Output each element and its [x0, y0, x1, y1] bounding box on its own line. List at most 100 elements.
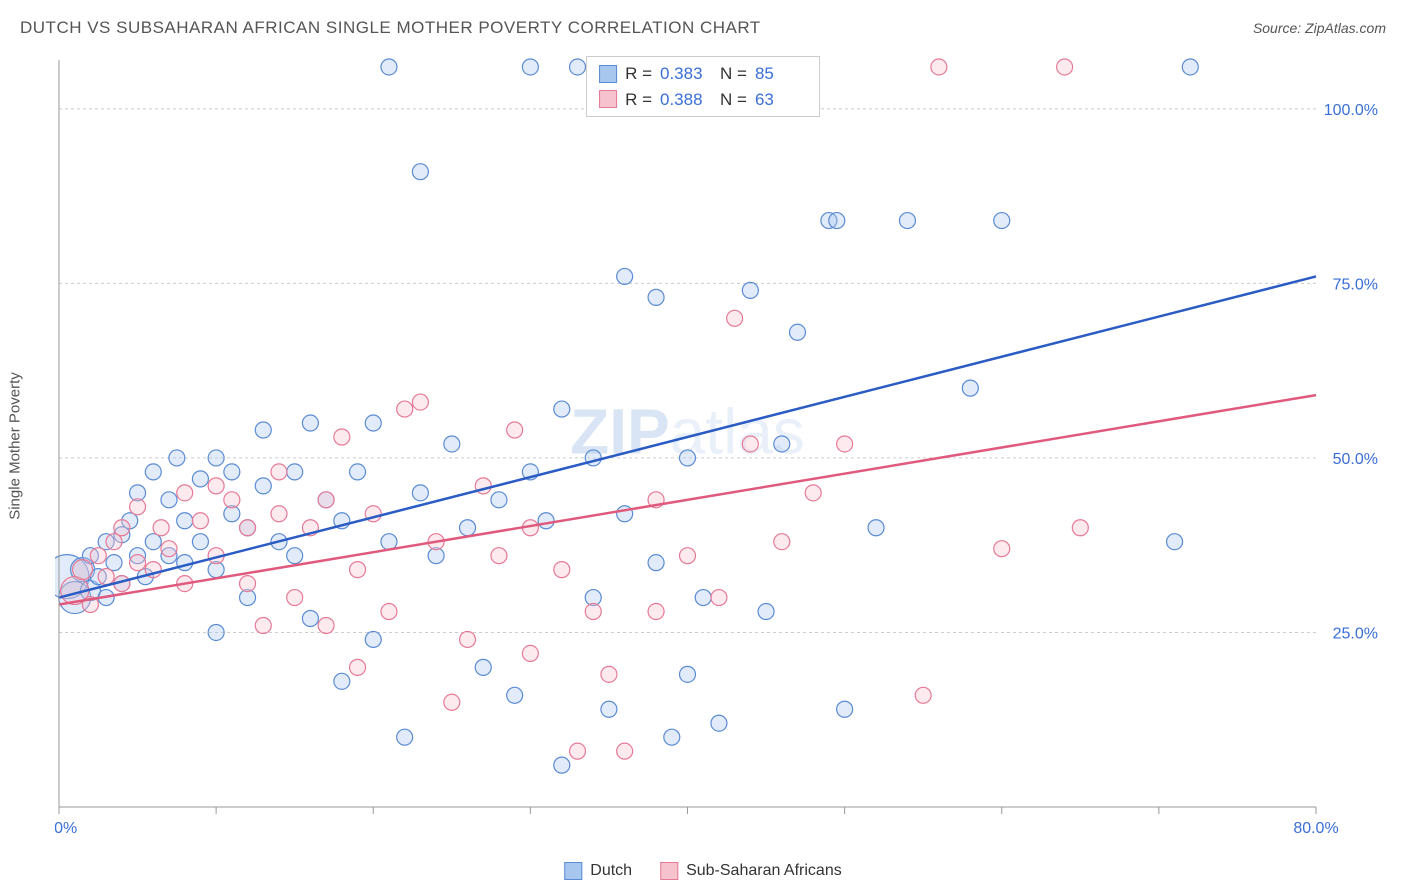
data-point — [350, 562, 366, 578]
data-point — [381, 59, 397, 75]
data-point — [507, 422, 523, 438]
data-point — [507, 687, 523, 703]
data-point — [177, 555, 193, 571]
data-point — [287, 548, 303, 564]
data-point — [617, 268, 633, 284]
data-point — [994, 541, 1010, 557]
data-point — [680, 548, 696, 564]
data-point — [601, 701, 617, 717]
data-point — [774, 436, 790, 452]
data-point — [177, 485, 193, 501]
data-point — [177, 513, 193, 529]
legend-swatch — [564, 862, 582, 880]
data-point — [73, 560, 93, 580]
data-point — [460, 520, 476, 536]
legend-item: Dutch — [564, 862, 632, 880]
data-point — [161, 541, 177, 557]
legend-swatch — [599, 65, 617, 83]
data-point — [161, 492, 177, 508]
data-point — [318, 617, 334, 633]
x-tick-label: 80.0% — [1293, 820, 1338, 837]
legend-n-value: 63 — [755, 87, 807, 113]
data-point — [302, 611, 318, 627]
legend-n-label: N = — [720, 61, 747, 87]
data-point — [868, 520, 884, 536]
data-point — [106, 534, 122, 550]
chart-title: DUTCH VS SUBSAHARAN AFRICAN SINGLE MOTHE… — [20, 18, 761, 38]
data-point — [1167, 534, 1183, 550]
data-point — [397, 401, 413, 417]
data-point — [350, 659, 366, 675]
data-point — [742, 436, 758, 452]
y-tick-label: 25.0% — [1333, 625, 1378, 642]
data-point — [412, 485, 428, 501]
data-point — [302, 415, 318, 431]
data-point — [444, 694, 460, 710]
data-point — [491, 548, 507, 564]
data-point — [727, 310, 743, 326]
data-point — [664, 729, 680, 745]
legend-r-label: R = — [625, 61, 652, 87]
data-point — [192, 471, 208, 487]
data-point — [805, 485, 821, 501]
y-tick-label: 100.0% — [1324, 102, 1378, 119]
legend-stats-row: R = 0.388 N = 63 — [599, 87, 807, 113]
data-point — [240, 576, 256, 592]
data-point — [570, 59, 586, 75]
data-point — [711, 715, 727, 731]
data-point — [334, 429, 350, 445]
data-point — [192, 534, 208, 550]
data-point — [90, 548, 106, 564]
data-point — [287, 590, 303, 606]
data-point — [1072, 520, 1088, 536]
data-point — [774, 534, 790, 550]
x-tick-label: 0.0% — [55, 820, 77, 837]
data-point — [994, 213, 1010, 229]
data-point — [680, 666, 696, 682]
data-point — [711, 590, 727, 606]
legend-r-label: R = — [625, 87, 652, 113]
data-point — [829, 213, 845, 229]
data-point — [931, 59, 947, 75]
chart-container: 25.0%50.0%75.0%100.0%ZIPatlas0.0%80.0% — [55, 50, 1386, 837]
bottom-legend: Dutch Sub-Saharan Africans — [564, 862, 841, 880]
data-point — [397, 729, 413, 745]
data-point — [145, 464, 161, 480]
data-point — [444, 436, 460, 452]
data-point — [915, 687, 931, 703]
data-point — [224, 492, 240, 508]
data-point — [554, 757, 570, 773]
y-tick-label: 50.0% — [1333, 451, 1378, 468]
data-point — [789, 324, 805, 340]
data-point — [695, 590, 711, 606]
legend-item: Sub-Saharan Africans — [660, 862, 842, 880]
data-point — [224, 464, 240, 480]
data-point — [98, 569, 114, 585]
legend-n-label: N = — [720, 87, 747, 113]
data-point — [106, 555, 122, 571]
data-point — [318, 492, 334, 508]
data-point — [758, 604, 774, 620]
legend-label: Dutch — [590, 862, 632, 880]
data-point — [365, 631, 381, 647]
data-point — [130, 499, 146, 515]
data-point — [837, 701, 853, 717]
data-point — [412, 394, 428, 410]
data-point — [208, 478, 224, 494]
legend-n-value: 85 — [755, 61, 807, 87]
chart-header: DUTCH VS SUBSAHARAN AFRICAN SINGLE MOTHE… — [20, 18, 1386, 38]
data-point — [617, 743, 633, 759]
legend-r-value: 0.383 — [660, 61, 712, 87]
legend-r-value: 0.388 — [660, 87, 712, 113]
data-point — [570, 743, 586, 759]
data-point — [130, 555, 146, 571]
scatter-plot: 25.0%50.0%75.0%100.0%ZIPatlas0.0%80.0% — [55, 50, 1386, 837]
data-point — [554, 401, 570, 417]
data-point — [585, 604, 601, 620]
data-point — [208, 450, 224, 466]
data-point — [365, 415, 381, 431]
legend-stats-row: R = 0.383 N = 85 — [599, 61, 807, 87]
data-point — [648, 289, 664, 305]
data-point — [350, 464, 366, 480]
legend-swatch — [599, 90, 617, 108]
